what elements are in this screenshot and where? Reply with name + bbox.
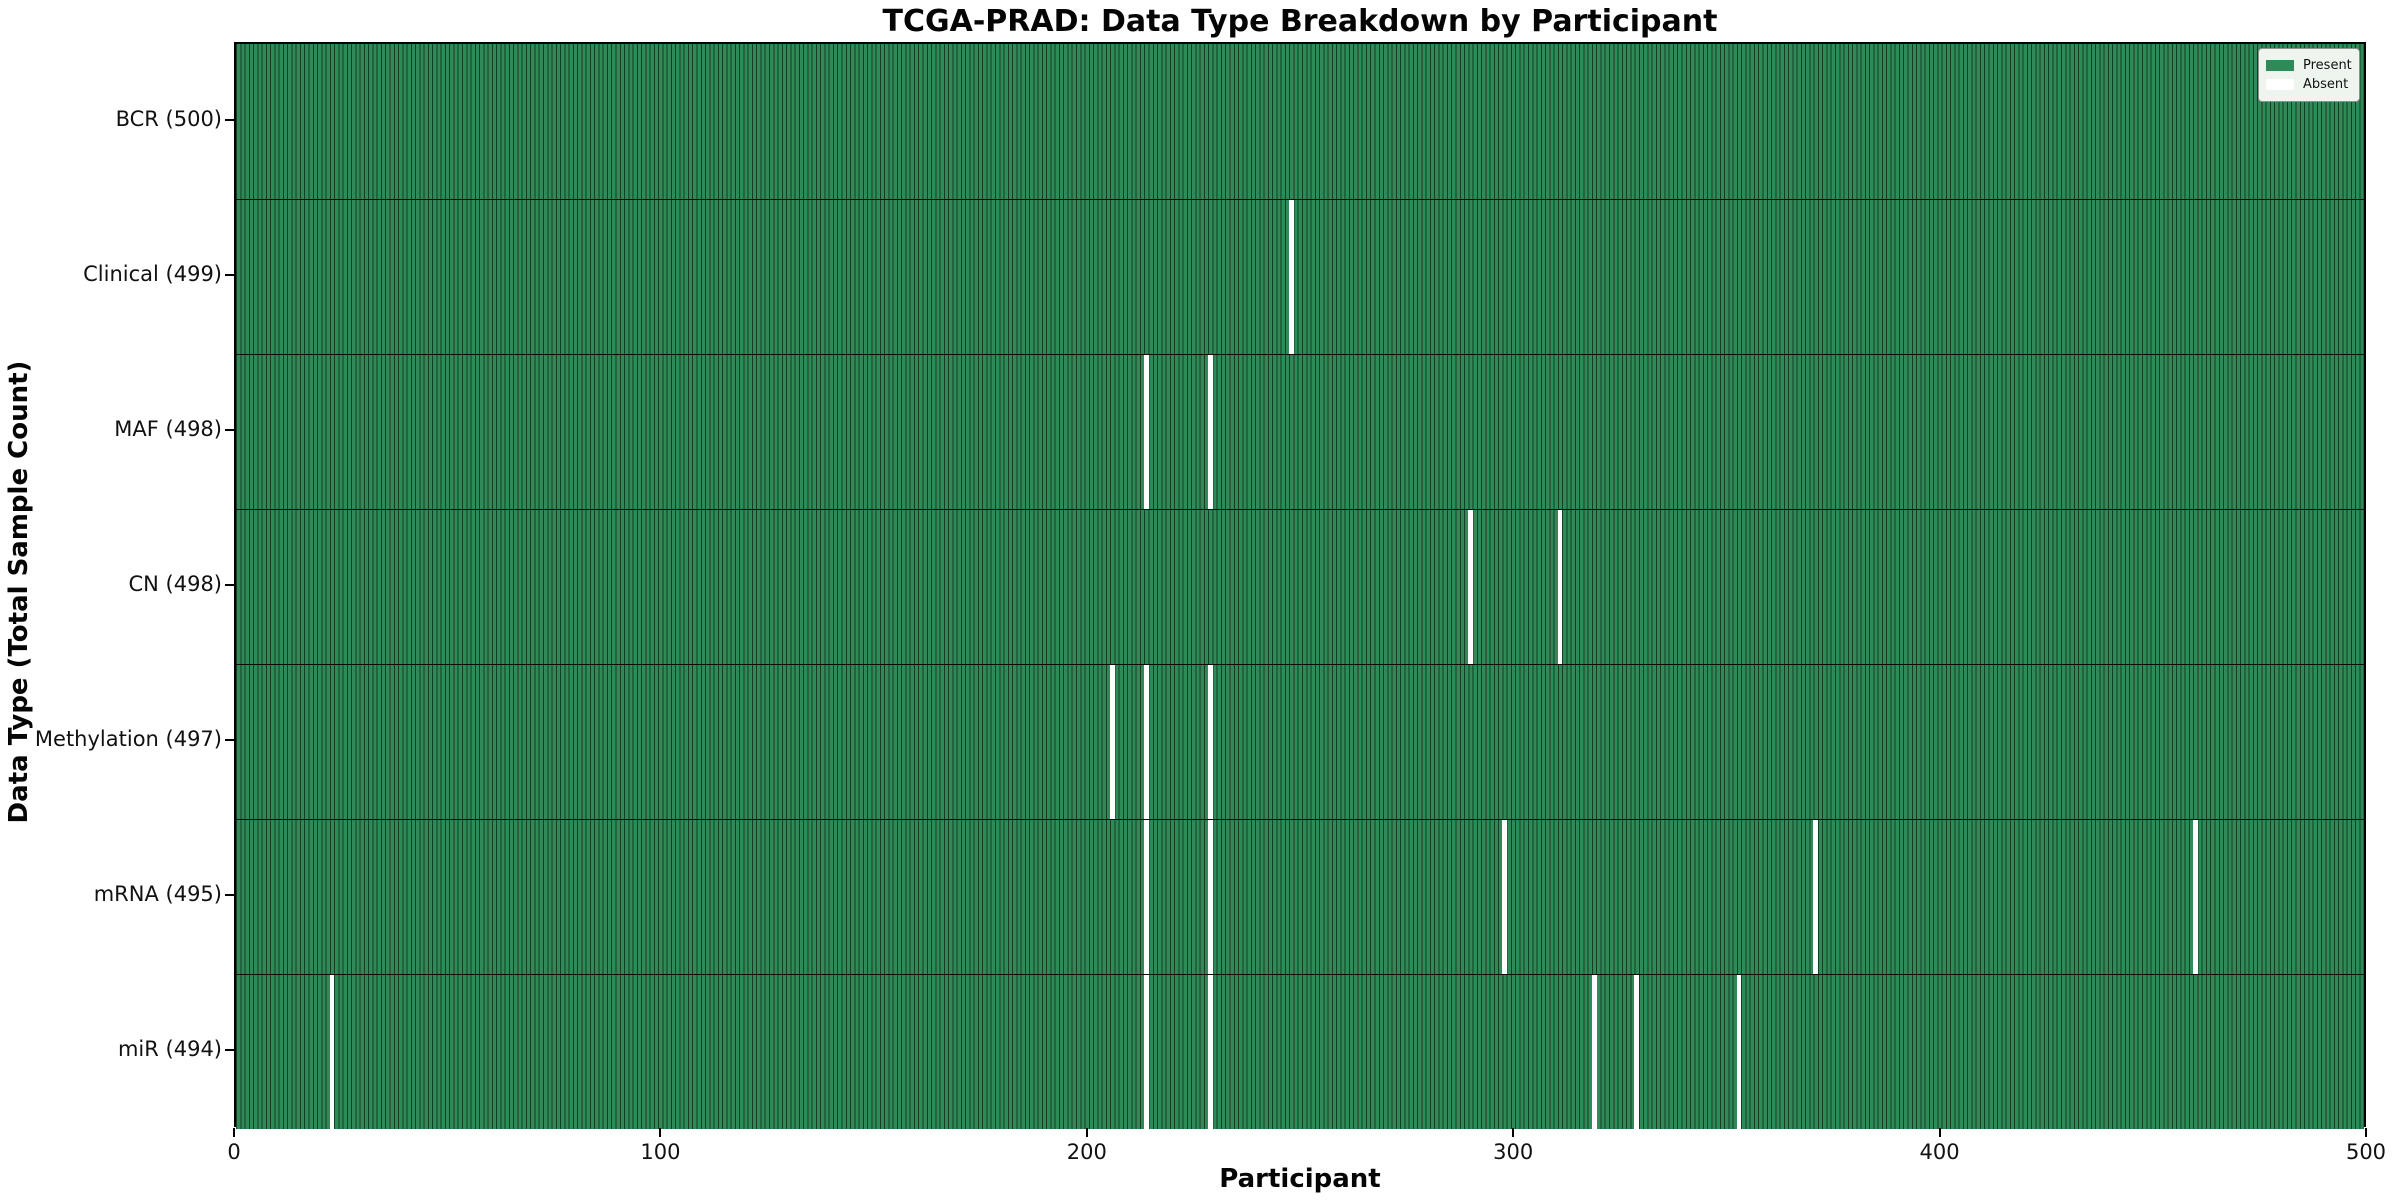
absent-gap-mRNA-459 [2192,820,2198,974]
row-Methylation [236,664,2364,819]
absent-gap-mRNA-370 [1813,820,1819,974]
y-tick-label-MAF: MAF (498) [114,417,222,441]
x-tick-0 [233,1128,235,1137]
absent-gap-Methylation-228 [1207,665,1213,819]
absent-gap-miR-328 [1634,975,1640,1129]
x-tick-label-0: 0 [227,1140,241,1164]
absent-gap-Methylation-213 [1143,665,1149,819]
absent-swatch [2266,79,2294,90]
y-tick-label-Methylation: Methylation (497) [34,727,222,751]
present-swatch [2266,60,2294,71]
y-tick-label-CN: CN (498) [128,572,222,596]
plot-area [234,42,2366,1129]
absent-gap-miR-318 [1591,975,1597,1129]
legend-label-absent: Absent [2303,77,2349,92]
row-Clinical [236,199,2364,354]
legend-entry-absent: Absent [2266,76,2351,93]
y-tick-label-miR: miR (494) [117,1037,222,1061]
x-tick-500 [2365,1128,2367,1137]
x-tick-label-300: 300 [1493,1140,1534,1164]
y-tick-BCR [225,118,234,121]
y-tick-Methylation [225,738,234,741]
chart-title: TCGA-PRAD: Data Type Breakdown by Partic… [882,4,1718,39]
row-mRNA [236,819,2364,974]
absent-gap-mRNA-297 [1502,820,1507,974]
y-tick-mRNA [225,893,234,896]
absent-gap-Clinical-247 [1288,200,1294,354]
x-tick-300 [1512,1128,1515,1137]
absent-gap-miR-22 [329,975,335,1129]
x-tick-label-400: 400 [1919,1140,1960,1164]
legend-label-present: Present [2303,58,2352,73]
absent-gap-miR-228 [1207,975,1213,1129]
y-tick-label-mRNA: mRNA (495) [93,882,222,906]
absent-gap-mRNA-213 [1143,820,1149,974]
y-tick-label-Clinical: Clinical (499) [83,262,222,286]
x-tick-label-200: 200 [1066,1140,1107,1164]
x-tick-200 [1085,1128,1088,1137]
row-BCR [236,44,2364,199]
row-CN [236,509,2364,664]
x-tick-400 [1938,1128,1941,1137]
legend-entry-present: Present [2266,57,2352,74]
y-tick-label-BCR: BCR (500) [115,107,222,131]
absent-gap-MAF-228 [1207,355,1213,509]
absent-gap-miR-352 [1736,975,1742,1129]
absent-gap-mRNA-228 [1207,820,1213,974]
row-MAF [236,354,2364,509]
row-miR [236,974,2364,1129]
x-tick-100 [659,1128,662,1137]
y-tick-Clinical [225,273,234,276]
x-tick-label-500: 500 [2345,1140,2387,1164]
y-tick-MAF [225,428,234,431]
y-tick-CN [225,583,234,586]
absent-gap-CN-289 [1467,510,1473,664]
absent-gap-Methylation-205 [1109,665,1115,819]
absent-gap-CN-310 [1557,510,1563,664]
absent-gap-MAF-213 [1143,355,1149,509]
x-tick-label-100: 100 [640,1140,681,1164]
x-axis-label: Participant [1219,1164,1381,1194]
absent-gap-miR-213 [1143,975,1149,1129]
legend: Present Absent [2258,48,2360,102]
y-tick-miR [225,1048,234,1051]
